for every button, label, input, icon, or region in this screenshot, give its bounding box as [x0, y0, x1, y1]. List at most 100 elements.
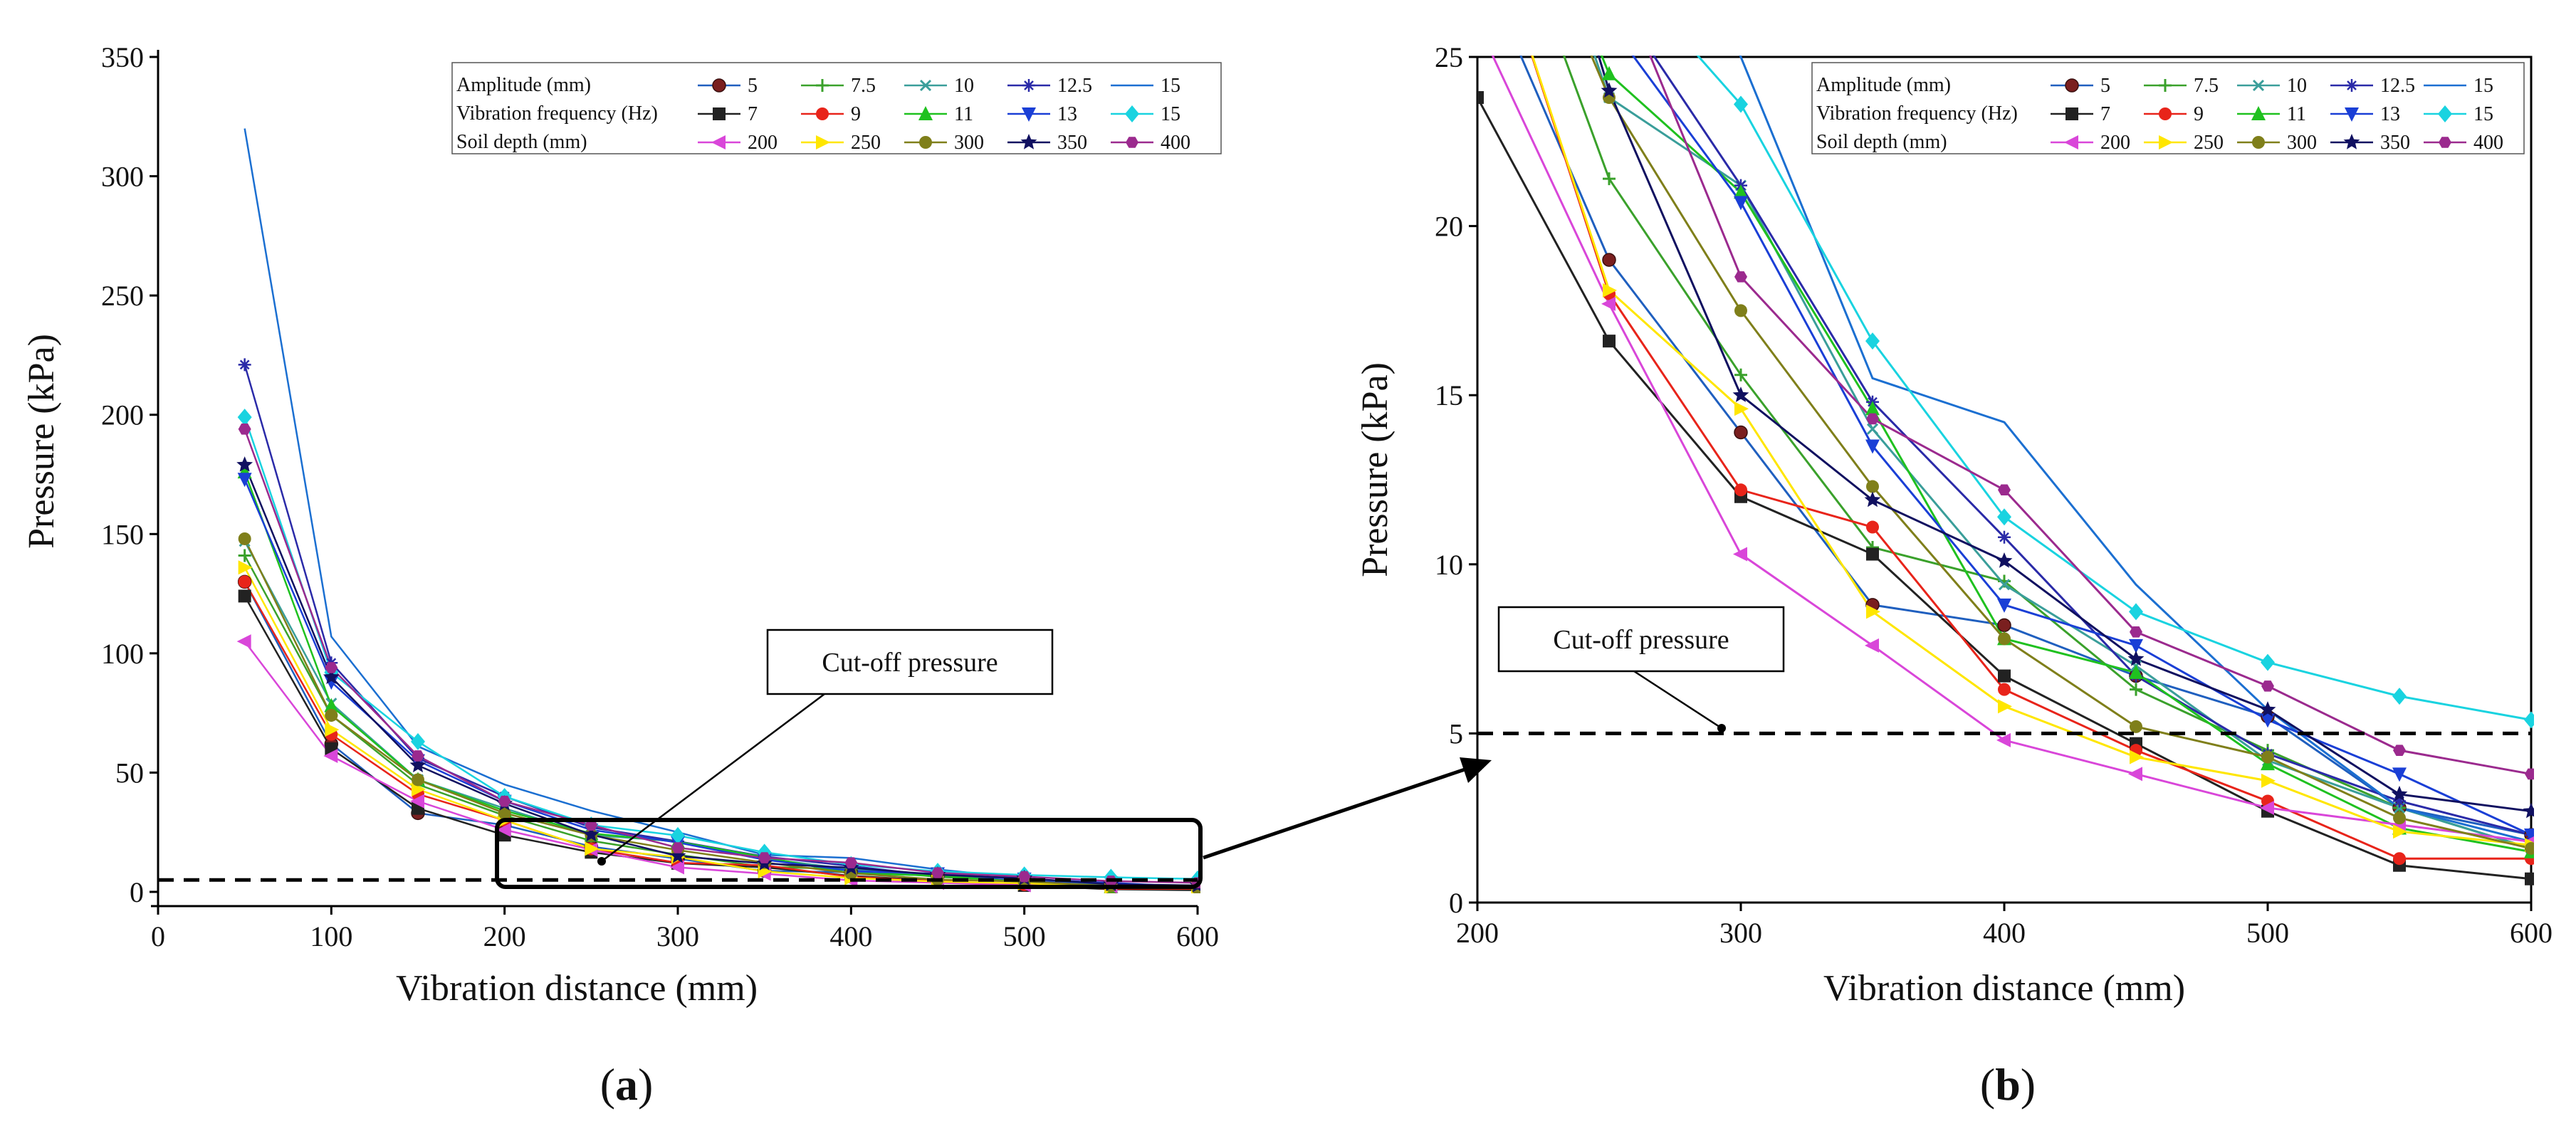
data-point-soil-depth-350-mm: [236, 456, 253, 472]
data-point-soil-depth-250-mm: [1734, 401, 1749, 416]
data-point-amplitude-12-5-mm: [1998, 530, 2011, 544]
legend-marker-vibration-frequency-13-hz: [1022, 107, 1036, 122]
legend-entry-label: 250: [2194, 132, 2224, 154]
data-point-vibration-frequency-9-hz: [238, 575, 251, 589]
data-point-soil-depth-350-mm: [2523, 802, 2534, 819]
data-point-soil-depth-300-mm: [2525, 841, 2534, 855]
data-point-soil-depth-300-mm: [498, 806, 511, 820]
data-point-soil-depth-200-mm: [1865, 638, 1879, 653]
legend-marker-vibration-frequency-7-hz: [2065, 107, 2078, 120]
cutoff-annotation-text: Cut-off pressure: [1553, 625, 1729, 655]
data-point-soil-depth-400-mm: [931, 867, 944, 878]
panel-a-tick-labels: 0 50 100 150 200 250 300 350 0 100 200 300 400 500 600: [101, 41, 1219, 952]
panel-b-y-axis-title: Pressure (kPa): [1355, 362, 1396, 577]
legend-entry-label: 7: [748, 103, 758, 125]
data-point-soil-depth-400-mm: [325, 662, 338, 673]
data-point-vibration-frequency-15-hz: [2392, 688, 2407, 705]
legend-group-label: Vibration frequency (Hz): [1816, 102, 2018, 125]
legend-entry-label: 15: [1161, 75, 1180, 97]
cutoff-annotation-dot: [1717, 724, 1726, 732]
legend-entry-label: 12.5: [2380, 75, 2415, 97]
panel-b-label-letter: b: [1995, 1059, 2021, 1110]
legend-entry-label: 200: [2100, 132, 2130, 154]
legend-marker-soil-depth-350-mm: [1020, 134, 1037, 149]
legend-entry-label: 9: [2194, 103, 2204, 125]
panel-a-cutoff-annotation: Cut-off pressure: [597, 629, 1054, 866]
cutoff-annotation-dot: [597, 857, 606, 866]
series-line-amplitude-15-mm: [1739, 56, 2532, 843]
data-point-soil-depth-250-mm: [238, 560, 253, 575]
data-point-soil-depth-350-mm: [582, 826, 600, 842]
legend-entry-label: 5: [2100, 75, 2110, 97]
data-point-amplitude-7-5-mm: [1734, 368, 1747, 382]
data-point-vibration-frequency-9-hz: [1734, 483, 1747, 497]
data-point-soil-depth-400-mm: [1017, 871, 1031, 883]
data-point-soil-depth-250-mm: [2130, 750, 2144, 764]
legend-marker-soil-depth-400-mm: [1126, 137, 1138, 148]
data-point-vibration-frequency-15-hz: [2129, 603, 2143, 621]
legend-entry-label: 15: [2473, 103, 2493, 125]
data-point-soil-depth-250-mm: [2393, 824, 2407, 839]
x-tick-label: 500: [2246, 917, 2289, 949]
data-point-soil-depth-200-mm: [410, 794, 424, 809]
panel-a-label: (a): [600, 1059, 654, 1110]
data-point-vibration-frequency-15-hz: [411, 732, 425, 750]
x-tick-label: 600: [2510, 917, 2553, 949]
cutoff-annotation-pointer: [601, 693, 825, 862]
data-point-vibration-frequency-9-hz: [1998, 683, 2011, 696]
data-point-vibration-frequency-15-hz: [1865, 332, 1880, 350]
data-point-soil-depth-400-mm: [1866, 413, 1879, 425]
data-point-soil-depth-200-mm: [670, 860, 684, 875]
data-point-soil-depth-300-mm: [1734, 304, 1747, 317]
panel-b-legend: Amplitude (mm) 5 7.5 10 12.5 15 Vibration freq…: [1811, 62, 2525, 154]
legend-entry-label: 5: [748, 75, 758, 97]
legend-entry-label: 9: [851, 103, 861, 125]
data-point-vibration-frequency-13-hz: [2392, 767, 2407, 782]
data-point-vibration-frequency-11-hz: [1602, 65, 1616, 80]
data-point-soil-depth-400-mm: [2393, 745, 2406, 756]
legend-entry-label: 7: [2100, 103, 2110, 125]
data-point-soil-depth-350-mm: [2259, 701, 2276, 717]
series-line-soil-depth-250-mm: [244, 567, 1198, 889]
data-point-soil-depth-350-mm: [2391, 785, 2408, 801]
data-point-vibration-frequency-7-hz: [1866, 547, 1879, 561]
panel-a-series-markers: [236, 358, 1200, 893]
panel-a-chart: 0 50 100 150 200 250 300 350 0 100 200 300 400 500 600…: [21, 41, 1222, 1009]
x-tick-label: 400: [829, 920, 872, 952]
legend-marker-soil-depth-250-mm: [2159, 135, 2173, 149]
data-point-vibration-frequency-13-hz: [2261, 713, 2275, 728]
data-point-soil-depth-300-mm: [2261, 750, 2274, 764]
data-point-soil-depth-400-mm: [1734, 271, 1747, 283]
legend-entry-label: 7.5: [851, 75, 876, 97]
data-point-vibration-frequency-13-hz: [1734, 196, 1748, 211]
data-point-amplitude-10-mm: [1998, 579, 2011, 591]
legend-box: [451, 62, 1222, 154]
data-point-soil-depth-300-mm: [412, 773, 424, 787]
data-point-soil-depth-250-mm: [1603, 283, 1617, 298]
data-point-vibration-frequency-15-hz: [2524, 711, 2534, 729]
data-point-soil-depth-300-mm: [238, 532, 251, 545]
data-point-vibration-frequency-7-hz: [238, 589, 251, 603]
series-line-amplitude-10-mm: [244, 540, 1198, 889]
legend-marker-amplitude-7-5-mm: [2159, 79, 2172, 92]
data-point-amplitude-7-5-mm: [238, 549, 251, 562]
data-point-soil-depth-350-mm: [2127, 650, 2145, 666]
data-point-vibration-frequency-9-hz: [2393, 852, 2406, 866]
data-point-soil-depth-200-mm: [236, 634, 251, 649]
legend-entry-label: 12.5: [1057, 75, 1092, 97]
legend-entry-label: 300: [2287, 132, 2317, 154]
legend-entry-label: 400: [2473, 132, 2503, 154]
data-point-vibration-frequency-9-hz: [1866, 520, 1879, 534]
legend-marker-amplitude-12-5-mm: [2345, 79, 2358, 92]
legend-marker-amplitude-12-5-mm: [1022, 79, 1035, 92]
x-tick-label: 200: [1456, 917, 1499, 949]
x-tick-label: 100: [310, 920, 352, 952]
data-point-soil-depth-200-mm: [2128, 767, 2142, 782]
legend-entry-label: 11: [954, 103, 973, 125]
x-tick-label: 400: [1983, 917, 2026, 949]
data-point-amplitude-5-mm: [1997, 618, 2011, 633]
y-tick-label: 0: [1449, 887, 1463, 919]
y-tick-label: 200: [101, 399, 144, 431]
data-point-amplitude-7-5-mm: [1603, 172, 1616, 186]
y-tick-label: 250: [101, 280, 144, 312]
